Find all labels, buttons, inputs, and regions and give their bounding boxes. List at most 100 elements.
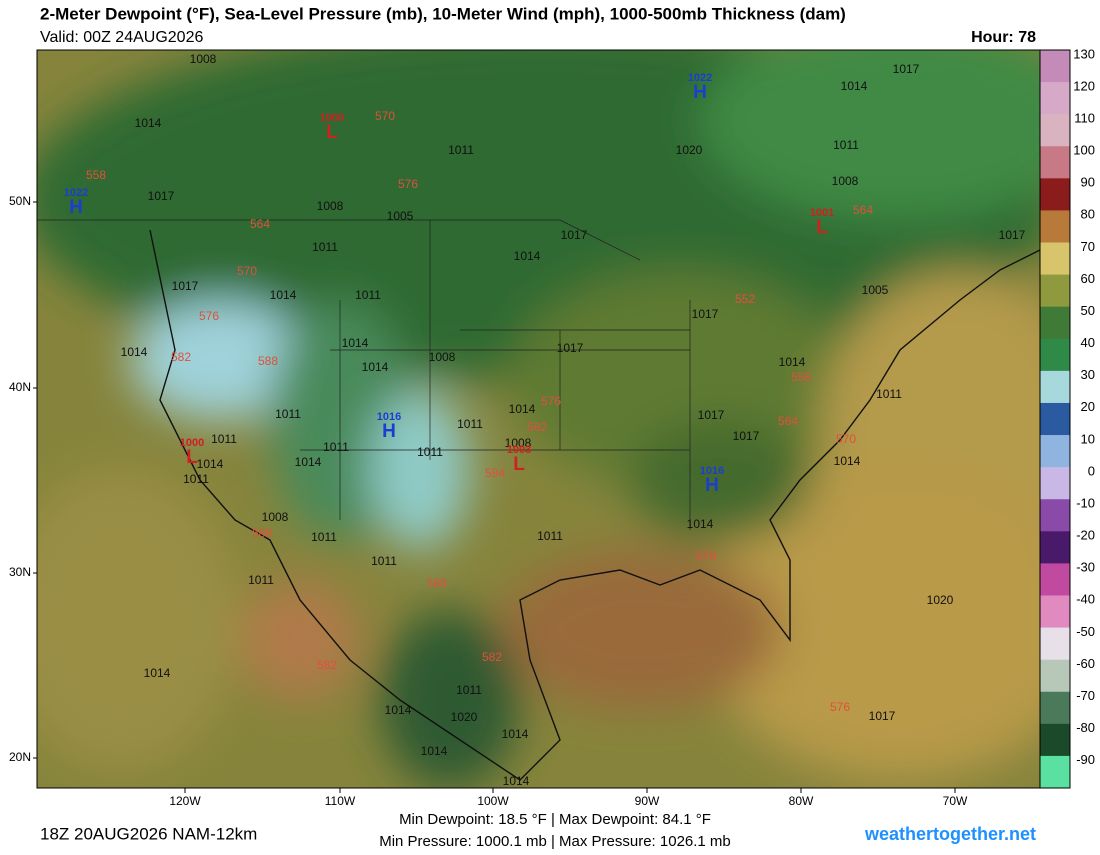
thickness-label: 570 [836, 432, 856, 446]
isobar-label: 1014 [841, 79, 868, 93]
isobar-label: 1011 [355, 288, 381, 302]
pressure-center-value: 1022 [688, 72, 712, 84]
lon-label: 80W [789, 794, 814, 808]
colorbar-swatch [1040, 274, 1070, 308]
forecast-hour: Hour: 78 [971, 29, 1036, 46]
isobar-label: 1014 [687, 517, 714, 531]
isobar-label: 1008 [262, 510, 289, 524]
pressure-center-value: 1016 [700, 465, 724, 477]
pressure-center-letter: L [513, 454, 525, 475]
colorbar-swatch [1040, 50, 1070, 83]
thickness-label: 558 [791, 370, 811, 384]
colorbar-swatch [1040, 563, 1070, 596]
isobar-label: 1011 [417, 445, 443, 459]
thickness-label: 588 [427, 576, 447, 590]
thickness-label: 564 [853, 203, 873, 217]
thickness-label: 582 [482, 650, 502, 664]
colorbar-swatch [1040, 691, 1070, 725]
thickness-label: 576 [398, 177, 418, 191]
thickness-label: 570 [237, 264, 257, 278]
isobar-label: 1017 [733, 429, 760, 443]
isobar-label: 1014 [121, 345, 148, 359]
thickness-label: 552 [735, 292, 755, 306]
title: 2-Meter Dewpoint (°F), Sea-Level Pressur… [40, 4, 846, 23]
thickness-label: 594 [485, 466, 505, 480]
colorbar-label: 50 [1081, 303, 1095, 318]
colorbar-label: 110 [1074, 110, 1095, 125]
thickness-label: 558 [86, 168, 106, 182]
isobar-label: 1017 [148, 189, 175, 203]
isobar-label: 1014 [144, 666, 171, 680]
thickness-label: 588 [258, 354, 278, 368]
isobar-label: 1014 [342, 336, 369, 350]
isobar-label: 1011 [833, 138, 859, 152]
isobar-label: 1011 [457, 417, 483, 431]
thickness-label: 576 [830, 700, 850, 714]
colorbar-label: -10 [1076, 495, 1095, 510]
isobar-label: 1008 [505, 436, 532, 450]
thickness-label: 576 [696, 549, 716, 563]
thickness-label: 576 [199, 309, 219, 323]
colorbar-swatch [1040, 499, 1070, 532]
pressure-center-value: 1001 [810, 207, 834, 219]
colorbar-label: -20 [1076, 528, 1095, 543]
isobar-label: 1017 [172, 279, 199, 293]
colorbar-swatch [1040, 82, 1070, 115]
thickness-label: 564 [250, 217, 270, 231]
colorbar-swatch [1040, 306, 1070, 340]
colorbar-label: -80 [1076, 720, 1095, 735]
colorbar-swatch [1040, 210, 1070, 244]
colorbar-swatch [1040, 370, 1070, 404]
lon-label: 100W [477, 794, 509, 808]
isobar-label: 1017 [557, 341, 584, 355]
colorbar-label: 100 [1073, 143, 1095, 158]
isobar-label: 1005 [862, 283, 889, 297]
colorbar-swatch [1040, 178, 1070, 211]
pressure-center-letter: H [693, 82, 707, 103]
thickness-label: 582 [317, 658, 337, 672]
isobar-label: 1020 [676, 143, 703, 157]
isobar-label: 1017 [893, 62, 920, 76]
isobar-label: 1017 [999, 228, 1026, 242]
isobar-label: 1011 [448, 143, 474, 157]
isobar-label: 1011 [312, 240, 338, 254]
colorbar-label: 120 [1073, 78, 1095, 93]
thickness-label: 564 [778, 414, 798, 428]
isobar-label: 1014 [135, 116, 162, 130]
pressure-center-letter: H [69, 197, 83, 218]
lon-label: 90W [635, 794, 660, 808]
colorbar-swatch [1040, 659, 1070, 693]
pressure-center-value: 1003 [507, 444, 531, 456]
pressure-center-letter: H [705, 475, 719, 496]
isobar-label: 1008 [190, 52, 217, 66]
model-run: 18Z 20AUG2026 NAM-12km [40, 824, 257, 843]
colorbar-label: 0 [1088, 463, 1095, 478]
colorbar-swatch [1040, 467, 1070, 500]
colorbar-swatch [1040, 242, 1070, 276]
pressure-center-value: 1000 [320, 112, 344, 124]
isobar-label: 1008 [317, 199, 344, 213]
isobar-label: 1017 [698, 408, 725, 422]
pressure-center-value: 1022 [64, 187, 88, 199]
isobar-label: 1014 [362, 360, 389, 374]
isobar-label: 1014 [503, 774, 530, 788]
pressure-stats: Min Pressure: 1000.1 mb | Max Pressure: … [379, 833, 731, 850]
lon-label: 120W [169, 794, 201, 808]
isobar-label: 1014 [197, 457, 224, 471]
colorbar-label: 70 [1081, 239, 1095, 254]
isobar-label: 1020 [927, 593, 954, 607]
thickness-label: 576 [541, 394, 561, 408]
colorbar-label: -60 [1076, 656, 1095, 671]
isobar-label: 1014 [295, 455, 322, 469]
pressure-center-letter: L [186, 447, 198, 468]
colorbar-label: -40 [1076, 592, 1095, 607]
map-field [37, 50, 1040, 788]
lon-label: 70W [943, 794, 968, 808]
colorbar-swatch [1040, 627, 1070, 661]
colorbar-swatch [1040, 531, 1070, 564]
colorbar-label: 130 [1073, 46, 1095, 61]
isobar-label: 1011 [248, 573, 274, 587]
colorbar-swatch [1040, 595, 1070, 629]
colorbar-label: 60 [1081, 271, 1095, 286]
isobar-label: 1014 [779, 355, 806, 369]
